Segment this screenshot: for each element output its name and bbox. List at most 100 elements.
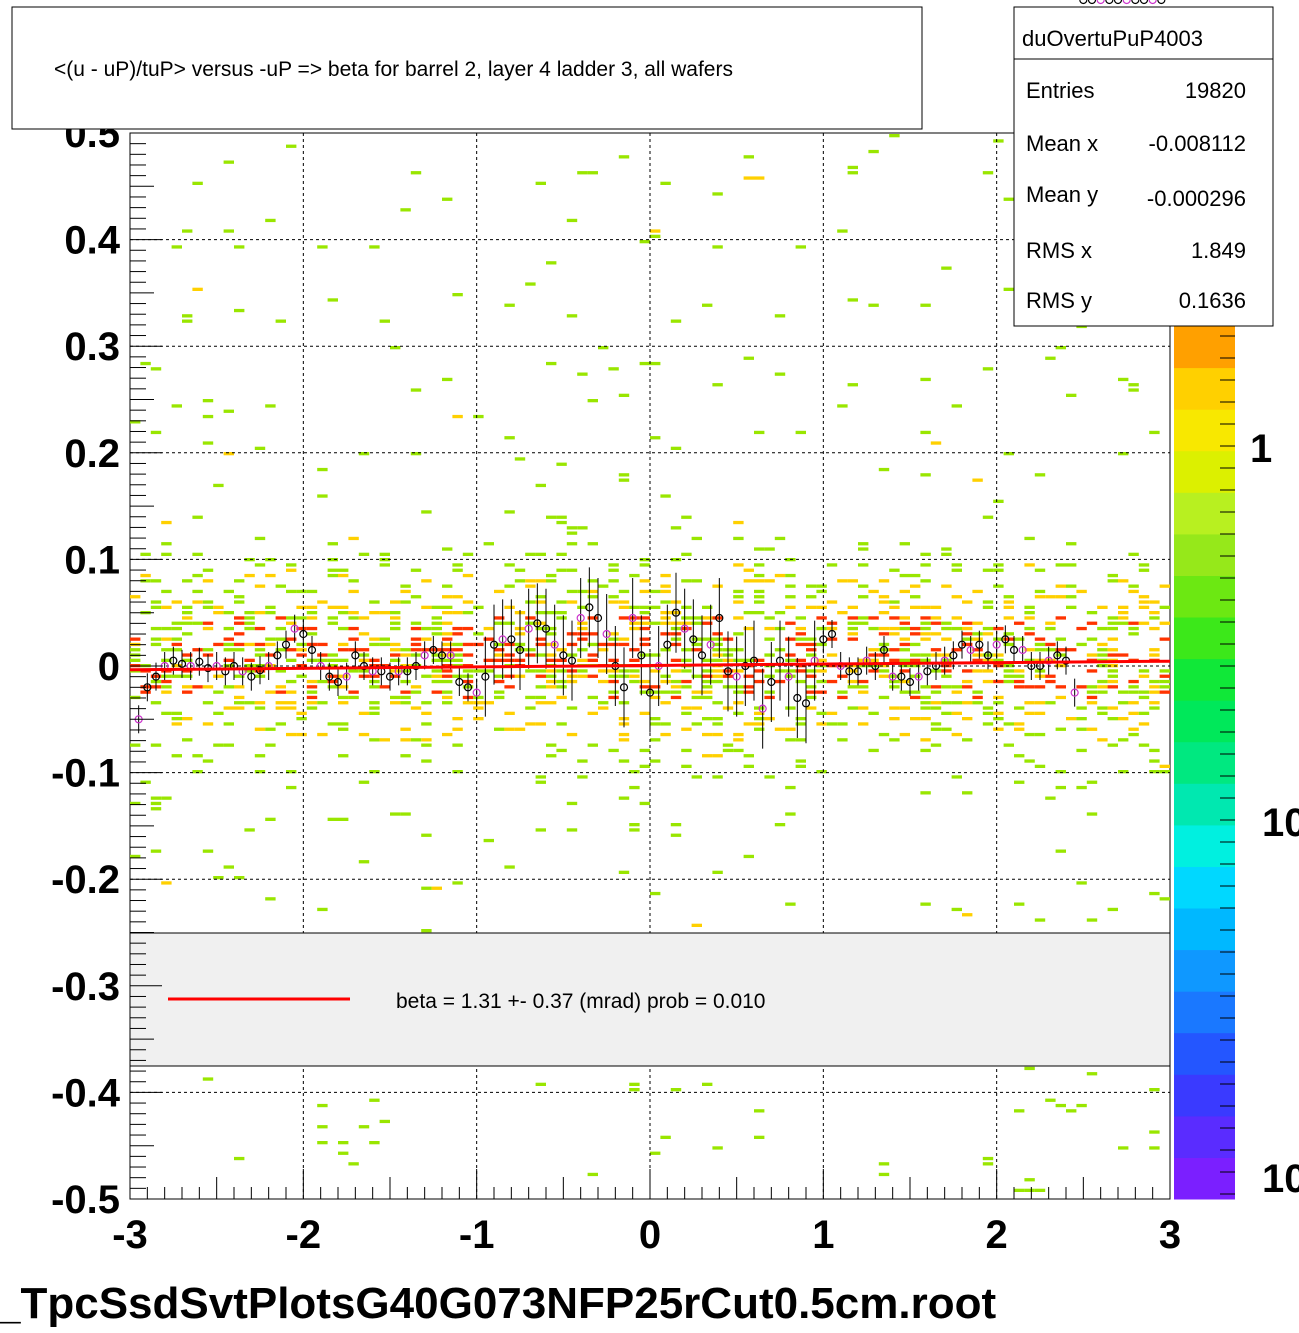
heatmap-cell [317, 1103, 328, 1108]
heatmap-cell [130, 648, 141, 652]
heatmap-cell [1034, 732, 1046, 737]
heatmap-cell [1097, 711, 1108, 715]
heatmap-cell [546, 754, 557, 758]
heatmap-cell [452, 658, 463, 662]
heatmap-cell [431, 621, 442, 625]
heatmap-cell [182, 579, 193, 583]
heatmap-cell [899, 732, 910, 737]
heatmap-cell [702, 605, 713, 609]
heatmap-cell [494, 653, 505, 657]
heatmap-cell [941, 658, 952, 662]
heatmap-cell [816, 626, 827, 631]
heatmap-cell [327, 616, 338, 620]
heatmap-cell [982, 1156, 994, 1161]
heatmap-cell [681, 679, 692, 684]
heatmap-cell [691, 536, 702, 541]
heatmap-cell [712, 642, 723, 647]
heatmap-cell [234, 245, 245, 249]
heatmap-cell [182, 314, 193, 318]
heatmap-cell [327, 664, 338, 668]
y-tick-label: 0 [98, 645, 120, 689]
heatmap-cell [691, 923, 702, 927]
heatmap-cell [618, 637, 630, 641]
heatmap-cell [702, 732, 713, 737]
heatmap-cell [161, 589, 172, 594]
heatmap-cell [972, 637, 983, 641]
heatmap-cell [556, 679, 567, 684]
heatmap-cell [816, 658, 827, 662]
heatmap-cell [1003, 197, 1014, 201]
heatmap-cell [566, 218, 578, 223]
heatmap-cell [1014, 706, 1025, 710]
heatmap-cell [618, 796, 630, 800]
heatmap-cell [650, 1151, 661, 1155]
profile-point [992, 640, 1001, 649]
heatmap-cell [577, 759, 588, 763]
heatmap-cell [920, 738, 931, 742]
heatmap-cell [1086, 685, 1098, 689]
heatmap-cell [795, 430, 806, 435]
heatmap-cell [764, 717, 775, 721]
heatmap-cell [660, 648, 671, 652]
heatmap-cell [192, 181, 203, 185]
heatmap-cell [712, 637, 723, 641]
heatmap-cell [275, 648, 286, 652]
heatmap-cell [681, 727, 692, 731]
profile-point [585, 603, 594, 612]
heatmap-cell [1138, 621, 1150, 625]
heatmap-cell [1066, 1109, 1077, 1113]
heatmap-cell [608, 632, 619, 636]
heatmap-cell [452, 293, 463, 297]
heatmap-cell [358, 860, 370, 864]
heatmap-cell [275, 616, 286, 620]
heatmap-cell [546, 674, 557, 678]
heatmap-layer [130, 134, 1170, 1192]
heatmap-cell [889, 568, 900, 572]
heatmap-cell [452, 642, 463, 647]
heatmap-cell [400, 695, 411, 700]
heatmap-cell [317, 679, 328, 684]
heatmap-cell [1034, 473, 1046, 477]
heatmap-cell [629, 1082, 640, 1086]
heatmap-cell [681, 706, 692, 710]
heatmap-cell [1055, 695, 1066, 700]
heatmap-cell [733, 616, 744, 620]
heatmap-cell [930, 605, 942, 609]
heatmap-cell [1066, 584, 1077, 588]
heatmap-cell [587, 711, 598, 715]
heatmap-cell [868, 664, 879, 668]
heatmap-cell [171, 722, 182, 726]
heatmap-cell [910, 584, 921, 588]
heatmap-cell [462, 653, 474, 657]
heatmap-cell [234, 674, 245, 678]
heatmap-cell [577, 171, 588, 175]
heatmap-cell [702, 637, 713, 641]
heatmap-cell [442, 632, 453, 636]
heatmap-cell [962, 626, 973, 631]
stats-row-value: 1.849 [1191, 238, 1246, 263]
heatmap-cell [639, 589, 650, 594]
heatmap-cell [1003, 616, 1014, 620]
heatmap-cell [161, 658, 172, 662]
heatmap-cell [442, 605, 453, 609]
heatmap-cell [629, 669, 640, 673]
heatmap-cell [182, 690, 193, 694]
heatmap-cell [816, 669, 827, 673]
heatmap-cell [702, 669, 713, 673]
heatmap-cell [598, 669, 609, 673]
heatmap-cell [566, 568, 578, 572]
heatmap-cell [629, 770, 640, 774]
heatmap-cell [1066, 595, 1077, 599]
heatmap-cell [504, 642, 515, 647]
heatmap-cell [1076, 785, 1087, 790]
heatmap-cell [473, 605, 484, 609]
heatmap-cell [577, 626, 588, 631]
heatmap-cell [806, 642, 817, 647]
profile-point [576, 613, 585, 623]
heatmap-cell [1097, 605, 1108, 609]
profile-point [723, 667, 733, 676]
heatmap-cell [1066, 542, 1077, 546]
heatmap-cell [577, 605, 588, 609]
heatmap-cell [182, 632, 193, 636]
heatmap-cell [1003, 722, 1014, 726]
